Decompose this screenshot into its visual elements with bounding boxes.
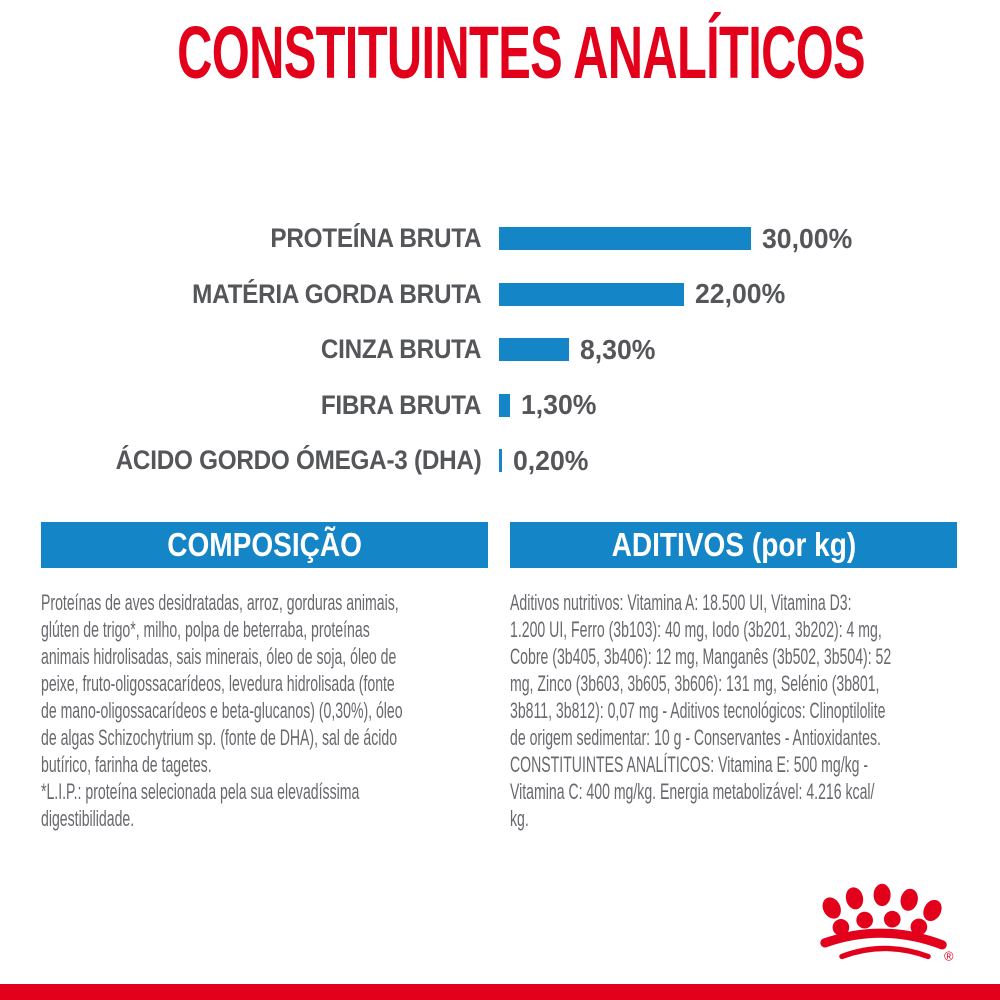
chart-bar [499,449,502,473]
page-title: CONSTITUINTES ANALÍTICOS [0,14,1000,106]
chart-category-label: PROTEÍNA BRUTA [270,223,481,254]
footer-red-bar [0,984,1000,1000]
additives-header-text: ADITIVOS (por kg) [611,526,856,563]
chart-category-label: MATÉRIA GORDA BRUTA [191,278,481,309]
additives-header: ADITIVOS (por kg) [510,522,957,568]
registered-trademark-icon: ® [944,949,954,963]
chart-category-label: ÁCIDO GORDO ÓMEGA-3 (DHA) [115,445,481,476]
royal-canin-crown-logo: ® [820,883,954,963]
composition-section: COMPOSIÇÃO Proteínas de aves desidratada… [41,522,488,832]
composition-header-text: COMPOSIÇÃO [167,526,362,563]
analytical-constituents-chart: PROTEÍNA BRUTA 30,00% MATÉRIA GORDA BRUT… [0,211,1000,489]
chart-value-label: 30,00% [762,222,853,254]
additives-body: Aditivos nutritivos: Vitamina A: 18.500 … [510,590,892,831]
additives-section: ADITIVOS (por kg) Aditivos nutritivos: V… [510,522,957,832]
chart-row: PROTEÍNA BRUTA 30,00% [0,211,1000,267]
chart-row: MATÉRIA GORDA BRUTA 22,00% [0,267,1000,323]
chart-category-label: CINZA BRUTA [320,334,482,365]
chart-value-label: 1,30% [520,389,597,421]
chart-row: FIBRA BRUTA 1,30% [0,378,1000,434]
chart-value-label: 0,20% [513,444,589,476]
page-title-text: CONSTITUINTES ANALÍTICOS [177,11,865,94]
composition-header: COMPOSIÇÃO [41,522,488,568]
chart-row: ÁCIDO GORDO ÓMEGA-3 (DHA) 0,20% [0,433,1000,489]
chart-category-label: FIBRA BRUTA [320,389,482,420]
chart-value-label: 22,00% [694,278,786,310]
composition-body: Proteínas de aves desidratadas, arroz, g… [41,590,403,831]
chart-bar [499,393,510,417]
chart-bar [499,227,751,251]
chart-value-label: 8,30% [579,333,656,365]
chart-row: CINZA BRUTA 8,30% [0,322,1000,378]
chart-bar [499,282,684,306]
chart-bar [499,338,569,362]
